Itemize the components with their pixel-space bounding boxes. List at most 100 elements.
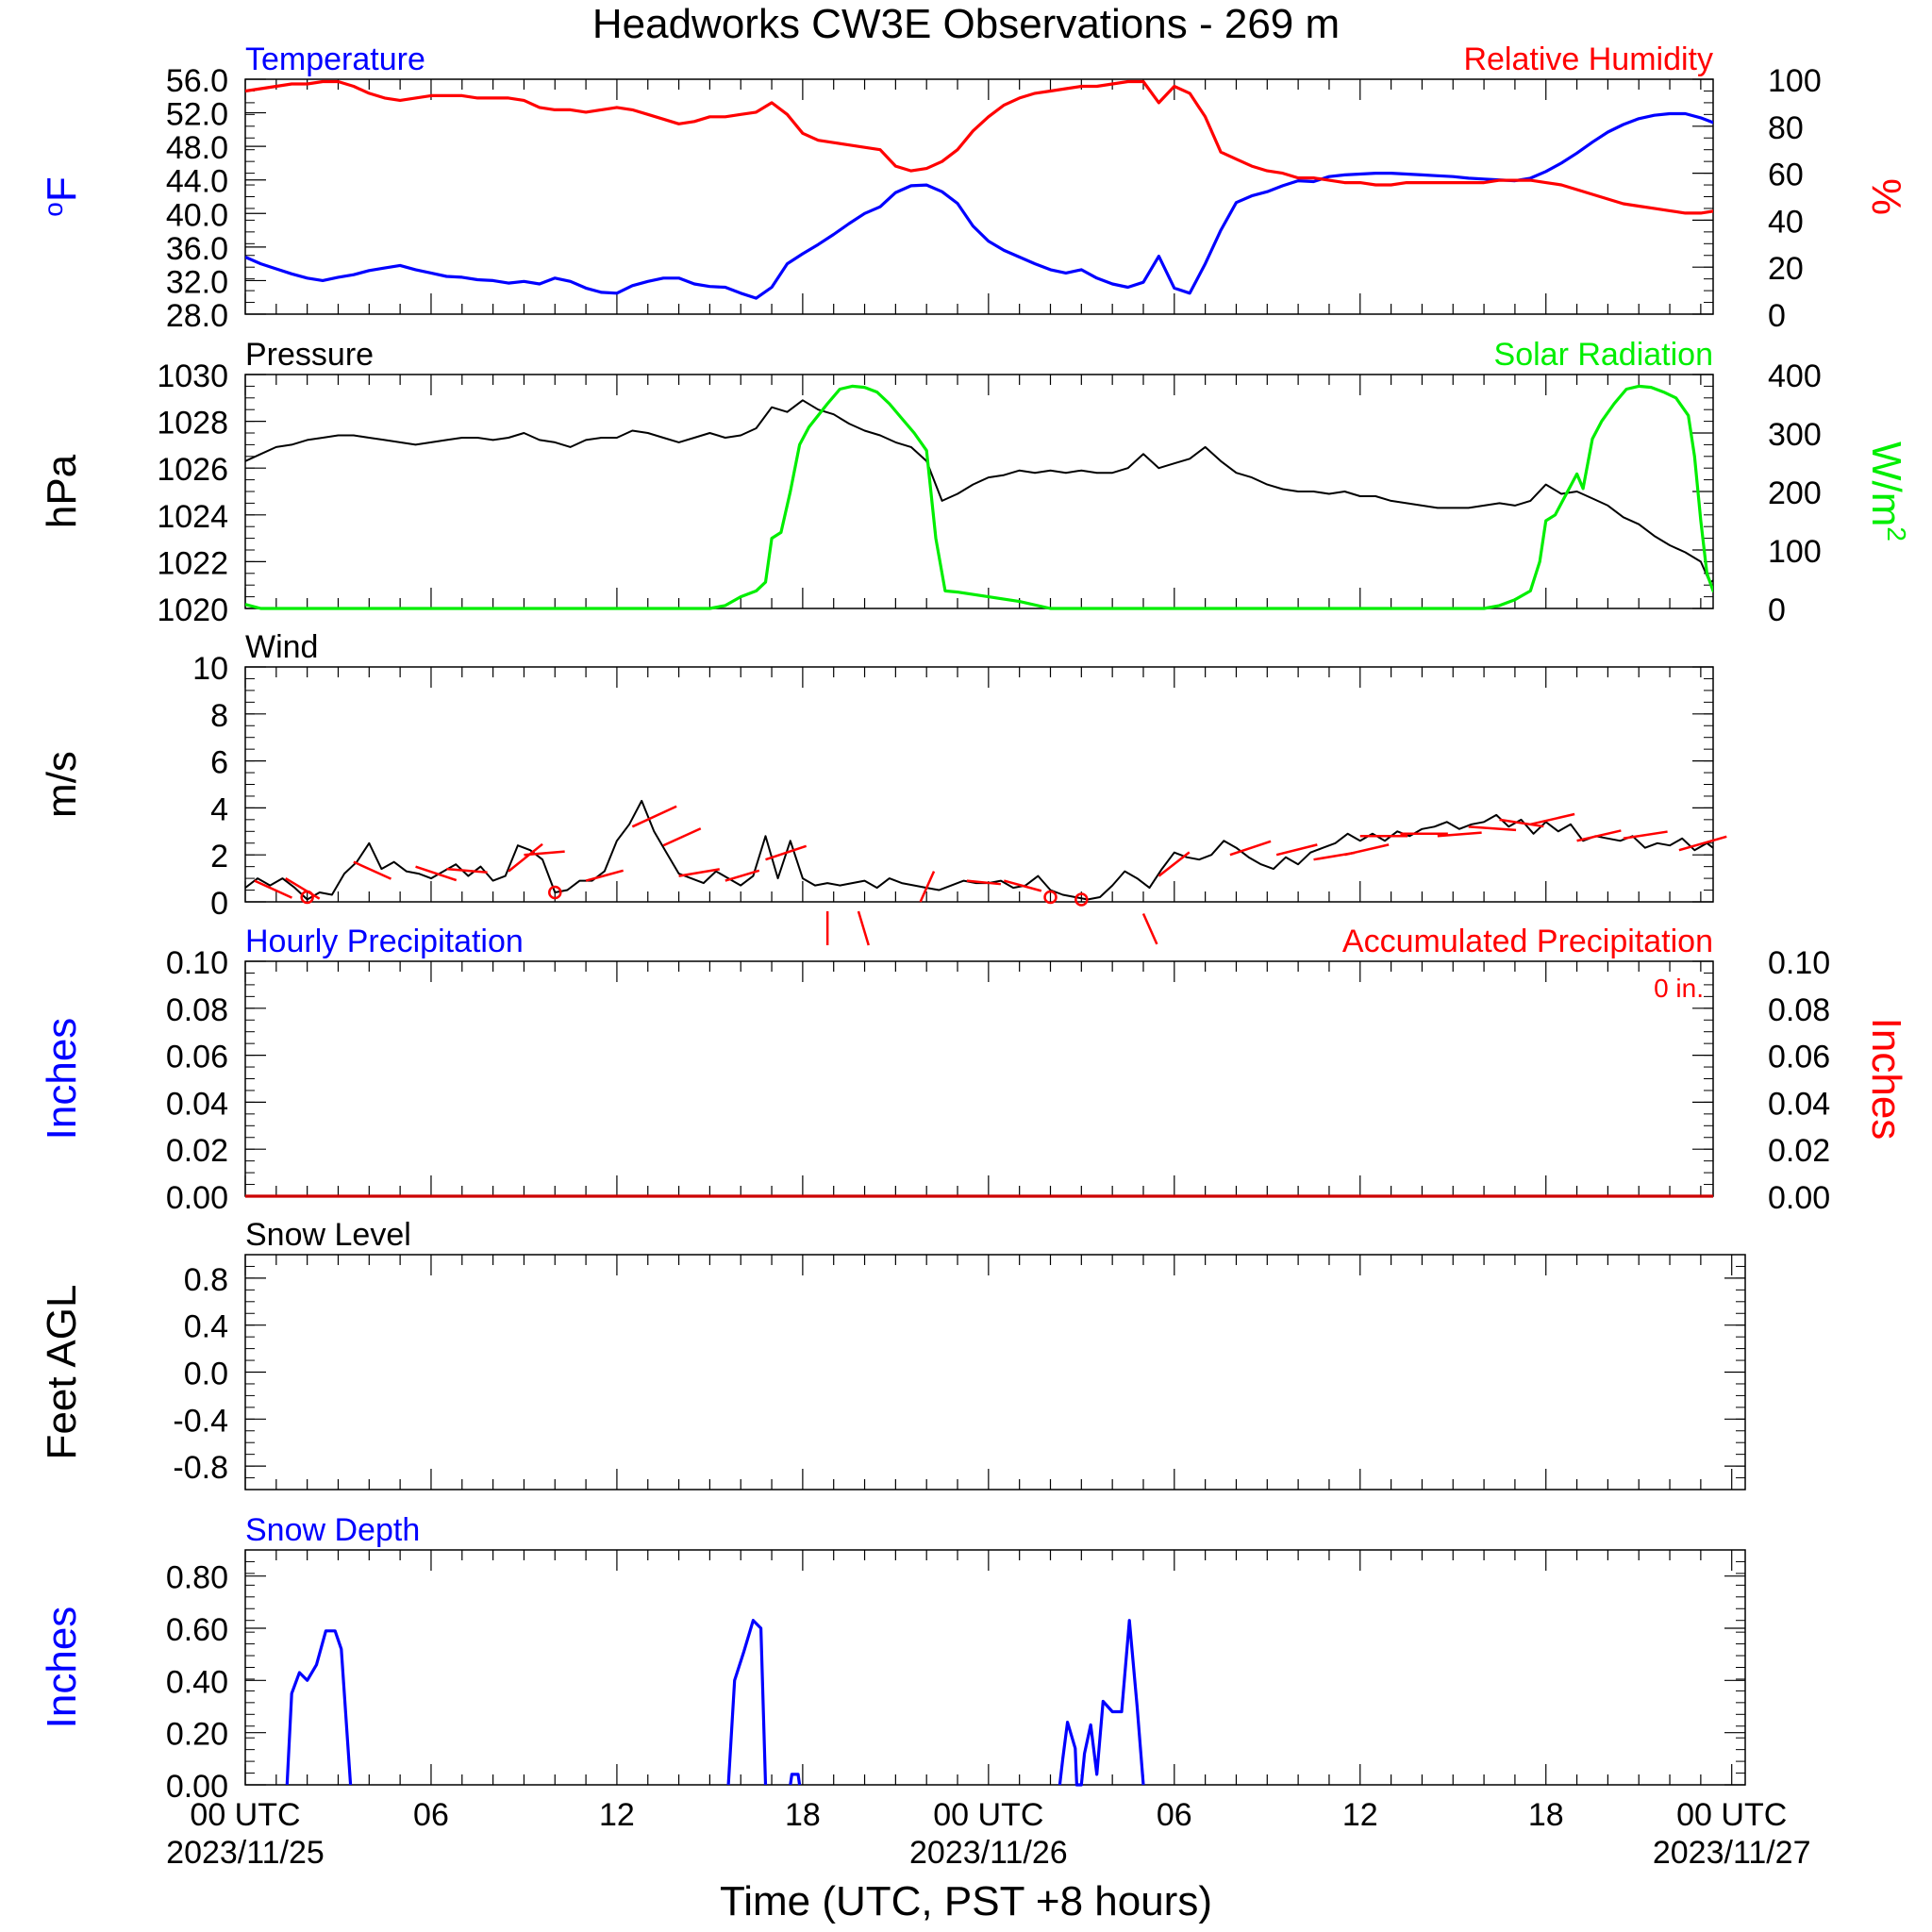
calm-wind-marker bbox=[300, 890, 314, 905]
panel-left-title: Pressure bbox=[245, 337, 374, 373]
x-tick-label: 00 UTC bbox=[190, 1797, 300, 1833]
y-left-tick-label: 0.40 bbox=[166, 1664, 228, 1700]
calm-wind-marker bbox=[548, 885, 562, 900]
wind-barbs bbox=[254, 805, 1727, 946]
y-left-tick-label: 0.06 bbox=[166, 1040, 228, 1075]
series-line-pressure bbox=[245, 399, 1713, 584]
wind-barb bbox=[662, 827, 702, 847]
series-group bbox=[245, 384, 1713, 610]
wind-barb bbox=[1158, 851, 1191, 877]
wind-barb bbox=[631, 805, 677, 828]
series-group bbox=[285, 1619, 1145, 1787]
series-line-solar-radiation bbox=[245, 384, 1713, 610]
y-left-tick-label: 0.02 bbox=[166, 1133, 228, 1169]
y-left-tick-label: 0 bbox=[210, 886, 228, 922]
panel-left-title: Snow Level bbox=[245, 1217, 411, 1253]
y-left-tick-label: 40.0 bbox=[166, 197, 228, 233]
y-right-title: % bbox=[1863, 178, 1909, 215]
x-axis-label: Time (UTC, PST +8 hours) bbox=[720, 1878, 1212, 1924]
y-right-tick-label: 20 bbox=[1768, 251, 1804, 287]
wind-barb bbox=[415, 865, 458, 882]
wind-barb bbox=[446, 867, 488, 874]
y-left-tick-label: 56.0 bbox=[166, 63, 228, 99]
y-left-tick-label: 0.00 bbox=[166, 1180, 228, 1216]
y-left-tick-label: 0.60 bbox=[166, 1612, 228, 1648]
y-left-tick-label: 0.10 bbox=[166, 945, 228, 981]
y-left-tick-label: 10 bbox=[192, 651, 228, 687]
y-left-tick-label: 1024 bbox=[157, 499, 228, 535]
y-right-tick-label: 100 bbox=[1768, 63, 1822, 99]
wind-barb bbox=[1003, 879, 1042, 892]
wind-barb bbox=[1530, 812, 1575, 826]
y-left-tick-label: 32.0 bbox=[166, 264, 228, 300]
y-right-tick-label: 300 bbox=[1768, 417, 1822, 453]
y-left-tick-label: 4 bbox=[210, 791, 228, 827]
figure-title: Headworks CW3E Observations - 269 m bbox=[592, 1, 1340, 47]
wind-barb bbox=[1576, 829, 1622, 842]
y-left-tick-label: 0.0 bbox=[184, 1357, 228, 1392]
panel-right-title: Relative Humidity bbox=[1463, 42, 1713, 77]
y-right-tick-label: 0.02 bbox=[1768, 1133, 1830, 1169]
x-tick-date-label: 2023/11/25 bbox=[166, 1835, 325, 1871]
y-right-tick-label: 100 bbox=[1768, 534, 1822, 570]
x-tick-label: 00 UTC bbox=[1676, 1797, 1787, 1833]
calm-wind-marker bbox=[1074, 892, 1089, 907]
x-tick-label: 06 bbox=[413, 1797, 449, 1833]
series-line-relative-humidity bbox=[245, 79, 1713, 215]
x-tick-date-label: 2023/11/27 bbox=[1653, 1835, 1811, 1871]
wind-barb bbox=[285, 877, 321, 900]
series-line-snow-depth bbox=[726, 1619, 768, 1786]
y-right-tick-label: 0.08 bbox=[1768, 992, 1830, 1028]
wind-barb bbox=[857, 910, 870, 946]
wind-barb bbox=[1678, 835, 1727, 852]
series-line-temperature bbox=[245, 111, 1713, 300]
y-left-tick-label: 1030 bbox=[157, 358, 228, 394]
series-line-snow-depth bbox=[789, 1773, 802, 1786]
y-right-tick-label: 400 bbox=[1768, 358, 1822, 394]
unit-superscript: 2 bbox=[1882, 526, 1911, 541]
wind-barb bbox=[1437, 831, 1482, 838]
panel-precip: 0.10 0.08 0.06 0.04 0.02 0.00 0.10 0.08 0.06 0.04… bbox=[39, 924, 1909, 1216]
wind-barb bbox=[1468, 825, 1517, 832]
y-right-tick-label: 60 bbox=[1768, 158, 1804, 193]
y-left-tick-label: 28.0 bbox=[166, 298, 228, 334]
y-left-tick-label: 2 bbox=[210, 839, 228, 874]
wind-barb bbox=[524, 850, 565, 857]
wind-barb bbox=[1275, 843, 1318, 857]
panel-left-title: Snow Depth bbox=[245, 1512, 420, 1548]
plot-frame bbox=[244, 1254, 1746, 1491]
y-right-tick-label: 0.10 bbox=[1768, 945, 1830, 981]
wind-barb bbox=[353, 860, 392, 880]
plot-frame bbox=[244, 1549, 1746, 1786]
y-left-tick-label: 0.08 bbox=[166, 992, 228, 1028]
x-tick-label: 12 bbox=[599, 1797, 635, 1833]
x-tick-label: 12 bbox=[1342, 1797, 1378, 1833]
y-left-tick-label: 0.04 bbox=[166, 1086, 228, 1122]
panel-right-title: Accumulated Precipitation bbox=[1342, 924, 1713, 959]
y-left-tick-label: 0.20 bbox=[166, 1717, 228, 1753]
wind-barb bbox=[585, 869, 625, 882]
y-right-tick-label: 0 bbox=[1768, 298, 1786, 334]
plot-frame bbox=[244, 666, 1714, 903]
y-left-title: hPa bbox=[39, 454, 85, 528]
y-left-tick-label: -0.4 bbox=[173, 1403, 228, 1439]
panel-left-title: Hourly Precipitation bbox=[245, 924, 524, 959]
series-line-snow-depth bbox=[285, 1629, 353, 1786]
degree-superscript: o bbox=[39, 202, 68, 217]
y-left-title: Inches bbox=[39, 1607, 85, 1729]
y-left-title: Feet AGL bbox=[39, 1285, 85, 1460]
panel-snowdepth: 0.80 0.60 0.40 0.20 0.00 Snow Depth Inches bbox=[39, 1512, 1746, 1805]
y-left-tick-label: 0.80 bbox=[166, 1560, 228, 1596]
x-tick-label: 18 bbox=[1528, 1797, 1564, 1833]
y-right-title: Inches bbox=[1863, 1018, 1909, 1141]
y-left-title: m/s bbox=[39, 751, 85, 818]
panel-wind: 10 8 6 4 2 0 Wind m/s bbox=[39, 629, 1727, 946]
wind-barb bbox=[508, 842, 543, 873]
y-left-title: oF bbox=[39, 176, 85, 216]
y-left-tick-label: 52.0 bbox=[166, 97, 228, 133]
fahrenheit-unit: F bbox=[39, 176, 85, 202]
y-right-tick-label: 80 bbox=[1768, 110, 1804, 146]
wind-barb bbox=[724, 869, 760, 882]
